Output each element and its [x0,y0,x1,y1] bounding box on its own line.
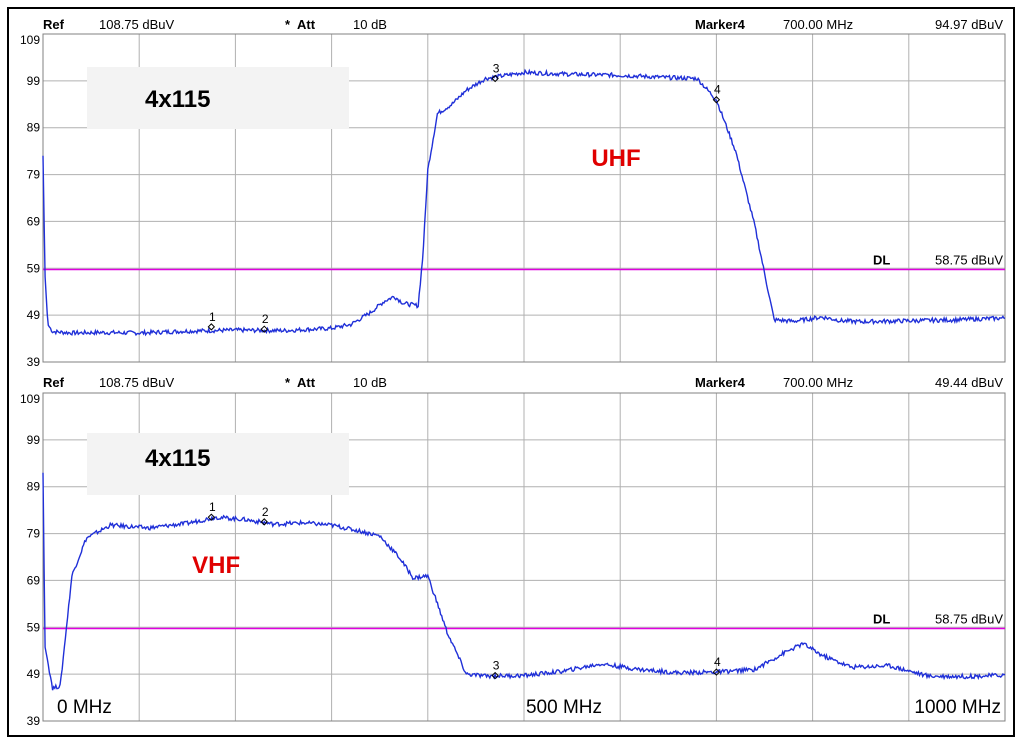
marker-label: Marker4 [695,375,746,390]
marker-label: Marker4 [695,17,746,32]
att-value: 10 dB [353,17,387,32]
y-tick-label: 59 [27,261,41,275]
model-label-box [87,433,349,495]
y-tick-label: 39 [27,355,41,369]
marker-label: 2 [262,312,269,326]
display-line-label: DL [873,611,890,626]
trace-line [42,472,1006,691]
marker-point [207,323,216,331]
marker-point [712,668,721,676]
trace-line [42,68,1006,337]
marker-level: 49.44 dBuV [935,375,1003,390]
y-tick-label: 79 [27,527,41,541]
panel-top: 109 99 89 79 69 59 49 39 Ref 108.75 dBuV * Att 10 dB… [20,17,1006,369]
att-label: Att [297,17,316,32]
y-tick-label: 99 [27,74,41,88]
att-label: Att [297,375,316,390]
marker-point [491,74,499,83]
marker-2: 2 [260,505,269,526]
att-star: * [285,17,291,32]
marker-label: 3 [493,62,500,76]
y-tick-label: 79 [27,168,41,182]
x-tick-label: 1000 MHz [914,697,1001,718]
y-tick-label: 69 [27,214,41,228]
marker-point [260,325,268,333]
y-tick-label: 49 [27,308,41,322]
plot-border [42,392,1006,722]
y-tick-label: 59 [27,620,41,634]
band-label: VHF [192,552,240,579]
y-tick-label: 109 [20,392,40,406]
marker-1: 1 [207,500,216,521]
marker-4: 4 [712,655,721,676]
y-tick-label: 89 [27,121,41,135]
marker-label: 4 [714,83,721,97]
marker-label: 4 [714,655,721,669]
y-tick-label: 69 [27,573,41,587]
x-tick-label: 0 MHz [57,697,112,718]
marker-3: 3 [491,659,500,680]
marker-freq: 700.00 MHz [783,375,853,390]
marker-label: 1 [209,310,216,324]
att-value: 10 dB [353,375,387,390]
display-line-value: 58.75 dBuV [935,611,1003,626]
x-tick-label: 500 MHz [526,697,602,718]
marker-label: 1 [209,500,216,514]
ref-label: Ref [43,17,65,32]
marker-point [207,513,216,521]
model-label-box [87,67,349,129]
marker-label: 3 [493,659,500,673]
band-label: UHF [591,145,640,172]
marker-4: 4 [712,83,721,104]
marker-2: 2 [260,312,269,333]
marker-point [491,671,499,680]
y-tick-label: 109 [20,33,40,47]
att-star: * [285,375,291,390]
ref-label: Ref [43,375,65,390]
marker-level: 94.97 dBuV [935,17,1003,32]
y-tick-label: 49 [27,667,41,681]
y-tick-label: 39 [27,714,41,728]
marker-point [260,518,268,526]
marker-label: 2 [262,505,269,519]
display-line-value: 58.75 dBuV [935,252,1003,267]
model-label: 4x115 [145,445,210,472]
y-tick-label: 99 [27,433,41,447]
panel-bottom: 109 99 89 79 69 59 49 39 Ref 108.75 dBuV * Att 10 dB… [20,375,1006,728]
plot-border [42,33,1006,363]
y-tick-label: 89 [27,480,41,494]
marker-3: 3 [491,62,500,83]
spectrum-analyzer-frame: 109 99 89 79 69 59 49 39 Ref 108.75 dBuV * Att 10 dB… [7,7,1015,737]
model-label: 4x115 [145,86,210,113]
marker-1: 1 [207,310,216,331]
display-line-label: DL [873,252,890,267]
ref-value: 108.75 dBuV [99,17,175,32]
marker-point [712,96,721,104]
ref-value: 108.75 dBuV [99,375,175,390]
marker-freq: 700.00 MHz [783,17,853,32]
